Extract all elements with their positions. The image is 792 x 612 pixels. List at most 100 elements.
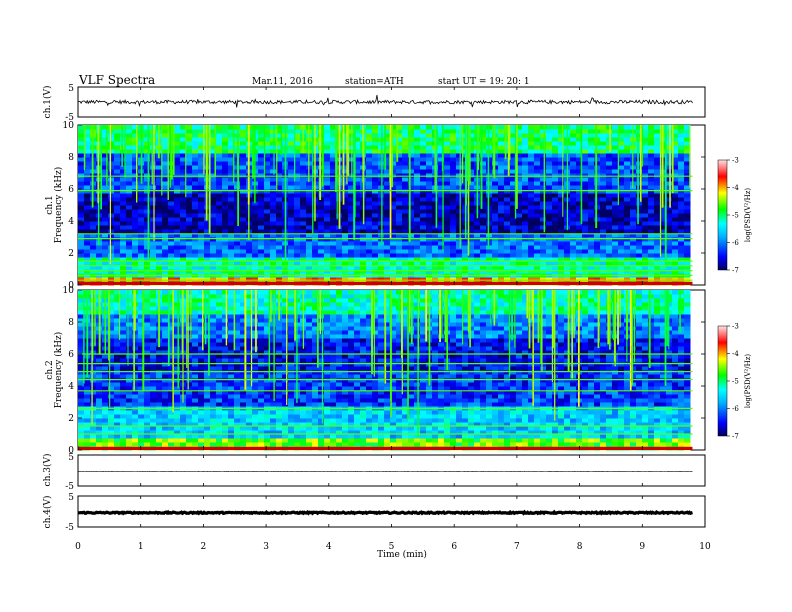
spectrogram-cell: [552, 133, 559, 138]
spectrogram-cell: [444, 141, 451, 146]
spectrogram-cell: [468, 261, 475, 266]
spectrogram-cell: [348, 125, 355, 130]
spectrogram-cell: [138, 217, 145, 222]
spectrogram-cell: [432, 221, 439, 226]
spectrogram-cell: [444, 129, 451, 134]
spectrogram-cell: [678, 129, 685, 134]
spectrogram-cell: [468, 225, 475, 230]
spectrogram-cell: [90, 430, 97, 435]
spectrogram-cell: [174, 245, 181, 250]
spectrogram-cell: [612, 245, 619, 250]
spectrogram-cell: [150, 137, 157, 142]
spectrogram-cell: [354, 165, 361, 170]
spectrogram-cell: [294, 245, 301, 250]
spectrogram-cell: [444, 173, 451, 178]
spectrogram-cell: [552, 197, 559, 202]
spectrogram-cell: [336, 261, 343, 266]
spectrogram-cell: [78, 277, 85, 282]
spectrogram-cell: [582, 269, 589, 274]
spectrogram-cell: [390, 141, 397, 146]
spectrogram-cell: [150, 161, 157, 166]
spectrogram-cell: [672, 197, 679, 202]
spectrogram-cell: [384, 233, 391, 238]
spectrogram-cell: [594, 245, 601, 250]
spectrogram-cell: [546, 189, 553, 194]
spectrogram-cell: [414, 233, 421, 238]
spectrogram-cell: [252, 430, 259, 435]
spectrogram-cell: [300, 177, 307, 182]
spectrogram-cell: [576, 133, 583, 138]
spectrogram-cell: [570, 181, 577, 186]
spectrogram-cell: [468, 149, 475, 154]
spectrogram-cell: [570, 426, 577, 431]
spectrogram-cell: [294, 277, 301, 282]
spectrogram-cell: [90, 438, 97, 443]
spectrogram-cell: [654, 161, 661, 166]
spectrogram-cell: [594, 277, 601, 282]
spectrogram-cell: [132, 197, 139, 202]
spectrogram-cell: [510, 233, 517, 238]
spectrogram-cell: [528, 169, 535, 174]
spectrogram-cell: [174, 442, 181, 447]
spectrogram-cell: [396, 438, 403, 443]
spectrogram-cell: [468, 197, 475, 202]
spectrogram-cell: [144, 422, 151, 427]
spectrogram-cell: [162, 245, 169, 250]
spectrogram-cell: [264, 153, 271, 158]
spectrogram-cell: [342, 153, 349, 158]
spectrogram-cell: [648, 205, 655, 210]
spectrogram-cell: [648, 253, 655, 258]
spectrogram-cell: [612, 209, 619, 214]
spectrogram-cell: [294, 422, 301, 427]
spectrogram-cell: [630, 442, 637, 447]
spectrogram-cell: [384, 129, 391, 134]
spectrogram-cell: [498, 442, 505, 447]
spectrogram-cell: [156, 253, 163, 258]
spectrogram-cell: [576, 153, 583, 158]
spectrogram-cell: [414, 153, 421, 158]
spectrogram-cell: [618, 430, 625, 435]
spectrogram-cell: [468, 129, 475, 134]
spectrogram-cell: [102, 265, 109, 270]
spectrogram-cell: [210, 181, 217, 186]
spectrogram-cell: [276, 438, 283, 443]
spectrogram-cell: [294, 253, 301, 258]
spectrogram-cell: [552, 434, 559, 439]
spectrogram-cell: [600, 205, 607, 210]
spectrogram-cell: [300, 249, 307, 254]
spectrogram-cell: [606, 241, 613, 246]
spectrogram-cell: [492, 229, 499, 234]
spectrogram-cell: [330, 438, 337, 443]
spectrogram-cell: [90, 245, 97, 250]
spectrogram-cell: [408, 221, 415, 226]
spectrogram-cell: [612, 153, 619, 158]
spectrogram-cell: [264, 237, 271, 242]
spectrogram-cell: [150, 141, 157, 146]
spectrogram-cell: [240, 241, 247, 246]
spectrogram-cell: [528, 161, 535, 166]
spectrogram-cell: [636, 153, 643, 158]
spectrogram-cell: [672, 221, 679, 226]
spectrogram-cell: [594, 209, 601, 214]
spectrogram-cell: [228, 225, 235, 230]
spectrogram-cell: [210, 253, 217, 258]
spectrogram-cell: [642, 430, 649, 435]
spectrogram-cell: [594, 213, 601, 218]
station-label: station=ATH: [345, 77, 404, 87]
spectrogram-cell: [630, 277, 637, 282]
spectrogram-cell: [408, 125, 415, 130]
spectrogram-cell: [234, 261, 241, 266]
spectrogram-cell: [630, 213, 637, 218]
spectrogram-cell: [312, 422, 319, 427]
spectrogram-cell: [138, 213, 145, 218]
spectrogram-cell: [678, 438, 685, 443]
spectrogram-cell: [618, 165, 625, 170]
spectrogram-cell: [426, 177, 433, 182]
spectrogram-cell: [456, 125, 463, 130]
spectrogram-cell: [624, 221, 631, 226]
spectrogram-cell: [234, 265, 241, 270]
spectrogram-cell: [156, 249, 163, 254]
spectrogram-cell: [594, 145, 601, 150]
spectrogram-cell: [672, 153, 679, 158]
